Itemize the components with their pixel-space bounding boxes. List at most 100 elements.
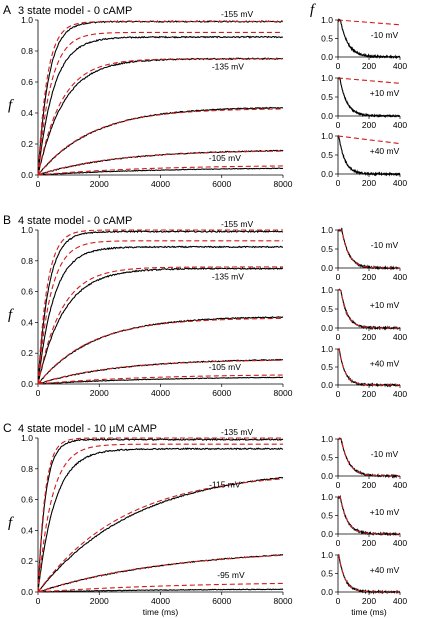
inset-x-axis-label: time (ms) [351, 607, 387, 617]
inset-y-tick-label: 0.5 [321, 511, 333, 521]
inset-y-axis-label: f [310, 2, 316, 18]
inset-y-tick-label: 0.5 [321, 244, 333, 254]
model-fit-trace [37, 582, 284, 593]
model-fit-trace [37, 58, 283, 176]
inset-x-tick-label: 200 [362, 272, 376, 282]
inset-y-tick-label: 0.5 [321, 150, 333, 160]
panel-b-inset-chart: 0 200 400 0.0 0.5 1.0 +40 mV [321, 344, 407, 399]
model-fit-trace [37, 240, 283, 385]
inset-model-fit-trace [337, 19, 401, 26]
inset-voltage-label: -10 mV [371, 449, 399, 459]
inset-y-tick-label: 1.0 [321, 73, 333, 83]
main-y-tick-label: 1.0 [21, 433, 33, 443]
inset-x-tick-label: 0 [336, 596, 341, 606]
inset-y-tick-label: 1.0 [321, 225, 333, 235]
inset-x-tick-label: 0 [336, 178, 341, 188]
panel-b-inset-chart: 0 200 400 0.0 0.5 1.0 -10 mV [321, 225, 407, 282]
main-x-tick-label: 0 [36, 388, 41, 398]
inset-x-tick-label: 200 [362, 596, 376, 606]
main-x-tick-label: 6000 [212, 388, 231, 398]
inset-y-tick-label: 0.0 [321, 380, 333, 390]
main-y-tick-label: 0.4 [21, 317, 33, 327]
inset-y-tick-label: 0.0 [321, 587, 333, 597]
inset-y-tick-label: 0.0 [321, 169, 333, 179]
data-trace [37, 106, 284, 176]
main-y-tick-label: 1.0 [21, 15, 33, 25]
inset-y-tick-label: 0.5 [321, 362, 333, 372]
data-trace [37, 476, 284, 593]
main-y-tick-label: 0.0 [21, 170, 33, 180]
main-x-tick-label: 6000 [212, 179, 231, 189]
inset-x-tick-label: 0 [336, 332, 341, 342]
voltage-annotation: -115 mV [209, 479, 241, 489]
inset-y-tick-label: 1.0 [321, 15, 333, 25]
model-fit-trace [37, 20, 283, 176]
inset-x-tick-label: 200 [362, 332, 376, 342]
inset-x-tick-label: 0 [336, 272, 341, 282]
model-fit-trace [37, 443, 283, 593]
model-fit-trace [37, 317, 284, 385]
main-x-tick-label: 0 [36, 179, 41, 189]
model-fit-trace [37, 31, 283, 176]
data-trace [37, 447, 284, 593]
main-x-tick-label: 6000 [212, 596, 231, 606]
voltage-annotation: -135 mV [212, 271, 244, 281]
main-x-tick-label: 2000 [90, 596, 109, 606]
main-y-tick-label: 0.8 [21, 256, 33, 266]
main-y-tick-label: 0.0 [21, 587, 33, 597]
y-axis-label: f [8, 515, 14, 531]
main-x-tick-label: 0 [36, 596, 41, 606]
inset-x-tick-label: 400 [393, 480, 407, 490]
inset-voltage-label: +40 mV [370, 565, 400, 575]
inset-y-tick-label: 0.0 [321, 323, 333, 333]
main-x-tick-label: 8000 [274, 388, 293, 398]
data-trace [38, 376, 284, 385]
inset-y-tick-label: 0.0 [321, 529, 333, 539]
inset-x-tick-label: 200 [362, 61, 376, 71]
model-fit-trace [37, 554, 284, 593]
inset-x-tick-label: 200 [362, 178, 376, 188]
main-y-tick-label: 0.6 [21, 495, 33, 505]
main-x-tick-label: 8000 [274, 596, 293, 606]
voltage-annotation: -155 mV [221, 219, 253, 229]
inset-x-tick-label: 400 [393, 178, 407, 188]
main-y-tick-label: 0.8 [21, 464, 33, 474]
x-axis-label: time (ms) [143, 607, 179, 617]
inset-x-tick-label: 400 [393, 596, 407, 606]
inset-voltage-label: +10 mV [370, 507, 400, 517]
inset-y-tick-label: 0.5 [321, 569, 333, 579]
panel-title: 4 state model - 0 cAMP [18, 215, 132, 227]
model-fit-trace [37, 359, 284, 385]
inset-y-tick-label: 0.5 [321, 304, 333, 314]
inset-model-fit-trace [338, 438, 400, 477]
data-trace [37, 316, 284, 385]
inset-x-tick-label: 400 [393, 538, 407, 548]
inset-x-tick-label: 200 [362, 389, 376, 399]
main-y-tick-label: 0.4 [21, 108, 33, 118]
main-x-tick-label: 2000 [90, 388, 109, 398]
inset-voltage-label: -10 mV [371, 240, 399, 250]
panel-a-inset-chart: 0 200 400 0.0 0.5 1.0 +10 mV [321, 73, 407, 130]
y-axis-label: f [8, 307, 14, 323]
main-y-tick-label: 0.6 [21, 77, 33, 87]
inset-y-tick-label: 1.0 [321, 131, 333, 141]
y-axis-label: f [8, 98, 14, 114]
inset-y-tick-label: 0.0 [321, 111, 333, 121]
inset-x-tick-label: 400 [393, 389, 407, 399]
main-y-tick-label: 0.8 [21, 46, 33, 56]
panel-a-inset-chart: 0 200 400 0.0 0.5 1.0 f -10 mV [310, 2, 407, 71]
data-trace [37, 230, 284, 385]
main-y-tick-label: 0.4 [21, 525, 33, 535]
panel-c-inset-chart: 0 200 400 0.0 0.5 1.0 +40 mV time (ms) [321, 550, 407, 617]
main-x-tick-label: 4000 [151, 179, 170, 189]
inset-x-tick-label: 0 [336, 389, 341, 399]
inset-x-tick-label: 400 [393, 272, 407, 282]
inset-y-tick-label: 0.5 [321, 34, 333, 44]
inset-voltage-label: +40 mV [370, 358, 400, 368]
panel-a-main-chart: A 3 state model - 0 cAMP 0 2000 4000 6000 8000… [3, 3, 293, 189]
inset-model-fit-trace [338, 289, 400, 329]
inset-x-tick-label: 200 [362, 120, 376, 130]
data-trace [37, 267, 284, 385]
inset-x-tick-label: 200 [362, 480, 376, 490]
panel-a-inset-chart: 0 200 400 0.0 0.5 1.0 +40 mV [321, 131, 407, 188]
